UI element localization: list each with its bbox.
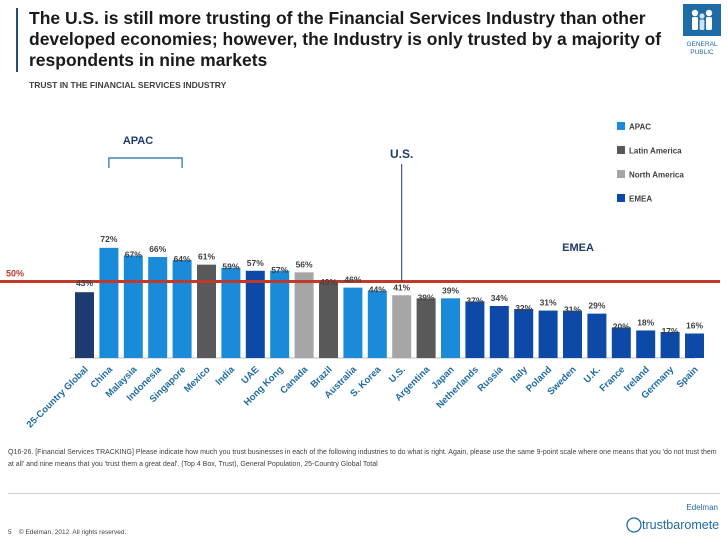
legend-swatch xyxy=(617,146,625,154)
apac-bracket xyxy=(108,157,183,168)
category-tick-label: 25-Country Global xyxy=(25,364,91,430)
data-label: 39% xyxy=(418,292,435,302)
survey-footnote: Q16-26. [Financial Services TRACKING] Pl… xyxy=(8,449,717,468)
badge-line-2: PUBLIC xyxy=(690,49,714,56)
data-label: 34% xyxy=(491,293,508,303)
bar xyxy=(319,283,338,358)
bar xyxy=(538,310,558,358)
bar xyxy=(660,331,680,358)
us-annotation: U.S. xyxy=(390,147,413,161)
copyright-text: © Edelman, 2012. All rights reserved. xyxy=(18,529,127,536)
category-tick-label: Mexico xyxy=(182,364,213,395)
legend-label: APAC xyxy=(629,123,651,132)
bar xyxy=(197,264,216,358)
bar xyxy=(148,257,168,358)
bar xyxy=(611,327,631,358)
bar xyxy=(416,298,436,358)
bar xyxy=(636,330,656,358)
bar xyxy=(685,333,704,358)
bar xyxy=(172,260,192,358)
chart-subtitle: TRUST IN THE FINANCIAL SERVICES INDUSTRY xyxy=(29,80,227,90)
category-tick-label: Spain xyxy=(675,364,701,390)
brand-main-text: trustbarometer xyxy=(642,518,720,532)
data-label: 66% xyxy=(149,244,166,254)
data-label: 37% xyxy=(466,295,483,305)
category-tick-label: Italy xyxy=(509,364,531,386)
brand-top-text: Edelman xyxy=(686,503,718,512)
category-tick-label: India xyxy=(214,364,238,388)
bar xyxy=(245,270,265,358)
legend-swatch xyxy=(617,170,625,178)
data-label: 16% xyxy=(686,321,703,331)
data-label: 39% xyxy=(442,285,459,295)
reference-line-label: 50% xyxy=(6,269,24,279)
category-tick-label: Russia xyxy=(476,364,506,394)
legend-label: Latin America xyxy=(629,147,682,156)
bar xyxy=(441,298,460,358)
legend-swatch xyxy=(617,194,625,202)
footer-divider xyxy=(8,493,720,494)
bar xyxy=(270,270,290,358)
bar xyxy=(465,301,485,358)
general-public-badge: GENERAL PUBLIC xyxy=(683,4,721,57)
data-label: 17% xyxy=(662,326,679,336)
data-label: 59% xyxy=(222,262,239,272)
bar xyxy=(221,267,241,358)
data-label: 32% xyxy=(515,303,532,313)
trust-bar-chart: 50% 43% 72% 67% 66% 64% 61% 59% 57% 57% 56% 49% 46% 4… xyxy=(0,122,720,430)
category-tick-label: U.K. xyxy=(582,364,603,385)
data-label: 44% xyxy=(369,285,386,295)
data-label: 29% xyxy=(588,301,605,311)
footer-copyright: 5 © Edelman, 2012. All rights reserved. xyxy=(8,529,126,536)
bar xyxy=(75,292,94,358)
bar xyxy=(489,305,509,358)
page-number: 5 xyxy=(8,529,12,536)
emea-annotation: EMEA xyxy=(562,242,594,254)
category-tick-label: France xyxy=(598,364,628,394)
data-label: 56% xyxy=(296,259,313,269)
category-tick-label: Canada xyxy=(278,364,311,397)
data-label: 31% xyxy=(564,305,581,315)
data-label: 67% xyxy=(125,249,142,259)
data-label: 18% xyxy=(637,317,654,327)
data-label: 31% xyxy=(540,298,557,308)
people-group-icon xyxy=(683,4,721,36)
edelman-trustbarometer-logo: Edelman trustbarometer xyxy=(626,503,720,533)
category-tick-label: U.S. xyxy=(387,364,408,385)
data-label: 64% xyxy=(174,254,191,264)
data-label: 57% xyxy=(271,265,288,275)
bar xyxy=(123,255,143,358)
bar xyxy=(563,310,582,358)
page-title: The U.S. is still more trusting of the F… xyxy=(29,8,662,70)
legend-label: EMEA xyxy=(629,195,652,204)
bar xyxy=(343,287,363,358)
legend-label: North America xyxy=(629,171,684,180)
data-label: 57% xyxy=(247,258,264,268)
data-label: 72% xyxy=(100,234,117,244)
bar xyxy=(514,309,534,358)
badge-line-1: GENERAL xyxy=(686,41,718,48)
data-label: 61% xyxy=(198,252,215,262)
data-label: 41% xyxy=(393,282,410,292)
data-label: 46% xyxy=(344,275,361,285)
data-label: 43% xyxy=(76,278,93,288)
bar xyxy=(587,313,607,358)
bar xyxy=(99,247,119,358)
legend-swatch xyxy=(617,122,625,130)
apac-annotation: APAC xyxy=(123,135,153,147)
title-accent-rule xyxy=(16,8,18,72)
bar xyxy=(392,295,412,358)
data-label: 20% xyxy=(613,321,630,331)
data-label: 49% xyxy=(320,277,337,287)
bar xyxy=(367,290,387,358)
bar xyxy=(294,272,314,358)
